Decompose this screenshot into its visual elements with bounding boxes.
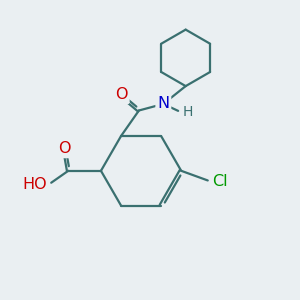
- Text: Cl: Cl: [212, 174, 228, 189]
- Text: N: N: [157, 97, 170, 112]
- Text: O: O: [58, 141, 71, 156]
- Text: H: H: [183, 105, 193, 119]
- Text: O: O: [115, 87, 128, 102]
- Text: HO: HO: [22, 177, 47, 192]
